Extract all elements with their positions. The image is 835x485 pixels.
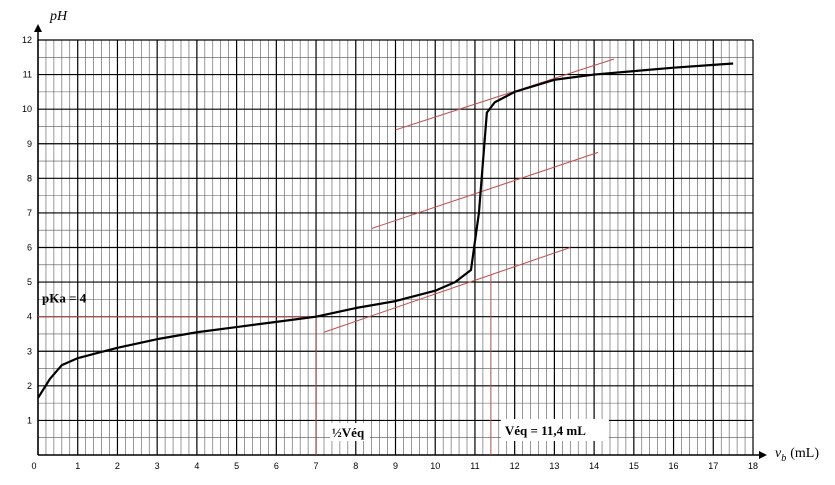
- x-tick-label: 5: [234, 461, 239, 471]
- x-tick-label: 7: [314, 461, 319, 471]
- x-tick-label: 4: [194, 461, 199, 471]
- x-axis-label: vb (mL): [775, 446, 819, 464]
- veq-label: Véq = 11,4 mL: [505, 423, 586, 438]
- y-axis-arrow: [34, 24, 42, 32]
- guide-line: [371, 151, 599, 229]
- y-tick-label: 5: [27, 277, 32, 287]
- x-axis-arrow: [759, 451, 767, 459]
- x-tick-label: 10: [430, 461, 440, 471]
- pka-label: pKa = 4: [42, 291, 87, 306]
- x-label-sub: b: [781, 453, 786, 464]
- y-tick-label: 2: [27, 381, 32, 391]
- y-tick-label: 12: [22, 35, 32, 45]
- y-tick-label: 6: [27, 243, 32, 253]
- x-tick-label: 9: [393, 461, 398, 471]
- x-tick-label: 6: [274, 461, 279, 471]
- y-axis-label: pH: [49, 9, 68, 24]
- x-tick-label: 8: [353, 461, 358, 471]
- x-tick-label: 17: [708, 461, 718, 471]
- x-tick-label: 3: [155, 461, 160, 471]
- x-label-var: v: [775, 446, 782, 461]
- x-tick-label: 11: [470, 461, 479, 471]
- half-veq-label: ½Véq: [332, 425, 365, 440]
- y-tick-label: 7: [27, 208, 32, 218]
- x-tick-label: 15: [629, 461, 639, 471]
- guide-line: [323, 247, 571, 333]
- y-tick-label: 10: [22, 104, 32, 114]
- x-label-unit: (mL): [790, 446, 819, 461]
- x-tick-label: 1: [75, 461, 80, 471]
- y-tick-label: 8: [27, 173, 32, 183]
- guide-line: [395, 58, 615, 131]
- label-bg: [330, 423, 371, 441]
- x-tick-label: 14: [589, 461, 599, 471]
- y-tick-label: 9: [27, 139, 32, 149]
- x-tick-label: 16: [669, 461, 679, 471]
- x-tick-label: 2: [115, 461, 120, 471]
- y-tick-label: 11: [23, 70, 32, 80]
- x-tick-label: 0: [31, 461, 36, 471]
- x-tick-label: 12: [510, 461, 520, 471]
- label-bg: [500, 419, 609, 441]
- y-tick-label: 4: [27, 312, 32, 322]
- x-tick-label: 13: [549, 461, 559, 471]
- y-tick-label: 3: [27, 346, 32, 356]
- titration-curve: [37, 62, 734, 399]
- x-tick-label: 18: [748, 461, 758, 471]
- y-tick-label: 1: [27, 415, 32, 425]
